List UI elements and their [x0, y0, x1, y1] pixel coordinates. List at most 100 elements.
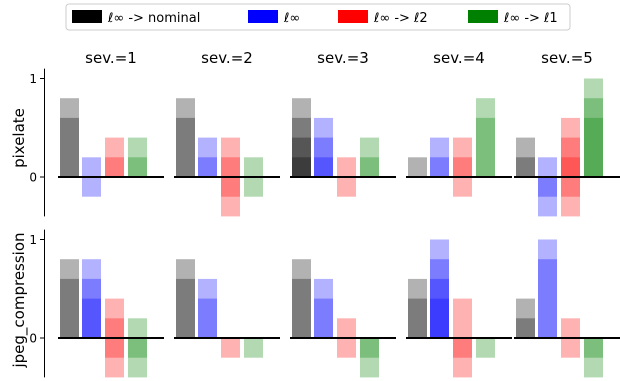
y-tick-label: 1: [29, 233, 37, 247]
legend-swatch: [248, 10, 278, 23]
legend-label: ℓ∞ -> ℓ2: [373, 11, 428, 26]
bar-layer: [430, 278, 449, 338]
bar-layer: [128, 157, 147, 177]
bar-layer: [244, 338, 263, 358]
column-title: sev.=1: [85, 49, 137, 67]
bar-layer: [453, 338, 472, 378]
bar-layer: [176, 278, 195, 338]
bar-layer: [561, 137, 580, 177]
bar-layer: [453, 338, 472, 358]
bar-layer: [453, 298, 472, 338]
bar-layer: [561, 338, 580, 358]
legend-frame: [65, 3, 571, 31]
bar-layer: [584, 117, 603, 177]
bar-layer: [105, 318, 124, 338]
bar-layer: [430, 298, 449, 338]
bar-layer: [584, 98, 603, 177]
bar-layer: [292, 137, 311, 177]
bar-layer: [128, 338, 147, 378]
bar-layer: [408, 278, 427, 338]
legend: ℓ∞ -> nominal ℓ∞ ℓ∞ -> ℓ2 ℓ∞ -> ℓ1: [65, 3, 571, 31]
bar-layer: [337, 318, 356, 338]
bar-layer: [337, 177, 356, 197]
bar-layer: [453, 157, 472, 177]
row-label: pixelate: [10, 108, 28, 168]
bar-layer: [430, 137, 449, 177]
bar-layer: [221, 177, 240, 197]
bar-layer: [292, 278, 311, 338]
legend-swatch: [468, 10, 498, 23]
bar-layer: [176, 117, 195, 177]
bar-layer: [198, 278, 217, 338]
bar-layer: [476, 117, 495, 177]
bar-layer: [360, 338, 379, 378]
legend-label: ℓ∞: [283, 11, 300, 26]
bar-layer: [221, 177, 240, 217]
bar-layer: [82, 298, 101, 338]
column-title: sev.=3: [317, 49, 369, 67]
bar-layer: [314, 298, 333, 338]
bar-layer: [516, 318, 535, 338]
bar-layer: [105, 338, 124, 358]
bar-layer: [561, 177, 580, 197]
bar-layer: [430, 239, 449, 338]
bar-layer: [105, 157, 124, 177]
row-label: jpeg_compression: [10, 232, 29, 368]
bar-layer: [221, 338, 240, 358]
baselines: [58, 176, 620, 339]
bar-layer: [360, 137, 379, 177]
bar-layer: [584, 78, 603, 177]
y-tick-label: 0: [29, 171, 37, 185]
bar-layer: [198, 157, 217, 177]
bar-layer: [516, 298, 535, 338]
bar-layer: [337, 157, 356, 177]
legend-label: ℓ∞ -> nominal: [107, 11, 200, 26]
bar-layer: [314, 157, 333, 177]
bar-layer: [82, 278, 101, 338]
bar-layer: [292, 117, 311, 177]
bar-layer: [176, 259, 195, 338]
y-axes: 0 1 0 1: [29, 68, 45, 378]
bar-layer: [292, 259, 311, 338]
bar-layer: [292, 98, 311, 177]
bar-layer: [221, 157, 240, 177]
bar-layer: [60, 278, 79, 338]
bar-layer: [244, 177, 263, 197]
bar-layer: [128, 137, 147, 177]
y-tick-label: 1: [29, 72, 37, 86]
legend-swatch: [72, 10, 102, 23]
bar-layer: [82, 177, 101, 197]
bar-layer: [538, 177, 557, 197]
bar-layer: [244, 157, 263, 177]
bar-layer: [408, 157, 427, 177]
bar-layer: [60, 259, 79, 338]
bars: [60, 78, 603, 378]
bar-layer: [292, 157, 311, 177]
bar-layer: [314, 137, 333, 177]
bar-layer: [82, 157, 101, 177]
bar-layer: [128, 318, 147, 338]
bar-layer: [105, 338, 124, 378]
bar-layer: [476, 98, 495, 177]
column-title: sev.=5: [541, 49, 593, 67]
bar-layer: [516, 157, 535, 177]
bar-layer: [408, 298, 427, 338]
bar-layer: [198, 137, 217, 177]
bar-layer: [561, 177, 580, 217]
bar-layer: [453, 177, 472, 197]
bar-layer: [561, 117, 580, 177]
y-tick-label: 0: [29, 332, 37, 346]
bar-layer: [584, 338, 603, 378]
bar-layer: [360, 338, 379, 358]
bar-layer: [430, 157, 449, 177]
bar-layer: [430, 259, 449, 338]
bar-layer: [60, 98, 79, 177]
bar-layer: [538, 157, 557, 177]
bar-layer: [337, 338, 356, 358]
bar-layer: [314, 278, 333, 338]
bar-layer: [198, 298, 217, 338]
bar-layer: [584, 338, 603, 358]
column-title: sev.=2: [201, 49, 253, 67]
bar-layer: [128, 338, 147, 358]
